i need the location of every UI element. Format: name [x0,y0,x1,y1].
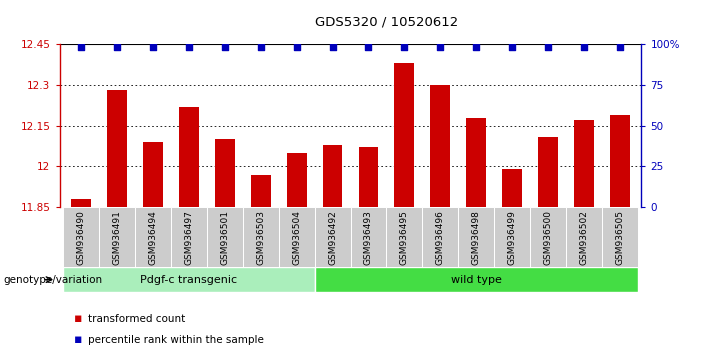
Bar [63,267,315,292]
Text: GSM936491: GSM936491 [113,210,121,265]
Point [255,44,266,50]
Text: ▪: ▪ [74,312,82,325]
Text: GSM936502: GSM936502 [580,210,588,265]
Bar [610,115,629,207]
Bar [566,207,602,267]
Point [363,44,374,50]
Point [111,44,123,50]
Bar [502,169,522,207]
Point [327,44,338,50]
Bar [72,199,91,207]
Point [147,44,158,50]
Text: Pdgf-c transgenic: Pdgf-c transgenic [140,275,238,285]
Bar [322,145,342,207]
Text: wild type: wild type [451,275,502,285]
Bar [602,207,638,267]
Text: GSM936493: GSM936493 [364,210,373,265]
Bar [538,137,558,207]
Point [291,44,302,50]
Text: GSM936503: GSM936503 [256,210,265,265]
Point [578,44,590,50]
Bar [279,207,315,267]
Point [399,44,410,50]
Bar [395,63,414,207]
Bar [215,139,235,207]
Text: GSM936504: GSM936504 [292,210,301,265]
Bar [458,207,494,267]
Bar [287,153,306,207]
Bar [315,207,350,267]
Bar [107,90,127,207]
Text: GSM936494: GSM936494 [149,210,158,264]
Text: transformed count: transformed count [88,314,185,324]
Text: GSM936495: GSM936495 [400,210,409,265]
Bar [350,207,386,267]
Bar [422,207,458,267]
Bar [494,207,530,267]
Point [76,44,87,50]
Bar [315,267,638,292]
Text: GSM936496: GSM936496 [436,210,445,265]
Bar [63,207,99,267]
Bar [171,207,207,267]
Point [219,44,231,50]
Text: percentile rank within the sample: percentile rank within the sample [88,335,264,345]
Bar [574,120,594,207]
Text: GSM936499: GSM936499 [508,210,517,265]
Text: GSM936500: GSM936500 [543,210,552,265]
Point [435,44,446,50]
Bar [359,147,379,207]
Bar [143,142,163,207]
Text: GSM936497: GSM936497 [184,210,193,265]
Point [614,44,625,50]
Point [543,44,554,50]
Bar [530,207,566,267]
Bar [207,207,243,267]
Text: GSM936490: GSM936490 [76,210,86,265]
Text: genotype/variation: genotype/variation [4,275,102,285]
Text: GSM936501: GSM936501 [220,210,229,265]
Bar [99,207,135,267]
Text: GSM936505: GSM936505 [615,210,625,265]
Text: GDS5320 / 10520612: GDS5320 / 10520612 [315,15,458,28]
Point [470,44,482,50]
Bar [135,207,171,267]
Point [183,44,194,50]
Bar [243,207,279,267]
Bar [179,107,199,207]
Bar [466,118,486,207]
Bar [386,207,422,267]
Point [507,44,518,50]
Bar [430,85,450,207]
Text: GSM936498: GSM936498 [472,210,481,265]
Text: GSM936492: GSM936492 [328,210,337,264]
Text: ▪: ▪ [74,333,82,346]
Bar [251,175,271,207]
